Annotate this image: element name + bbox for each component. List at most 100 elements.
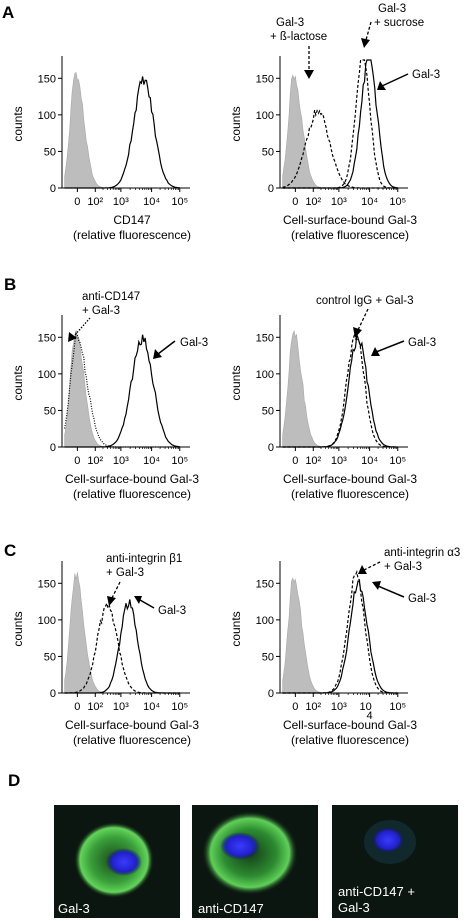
series-isotype-control-filled bbox=[282, 74, 398, 189]
annotations-a-right: Gal-3 + ß-lactose Gal-3 + sucrose Gal-3 bbox=[270, 3, 440, 90]
y-tick-label: 0 bbox=[50, 688, 56, 700]
y-tick-label: 50 bbox=[44, 651, 56, 663]
y-tick-label: 50 bbox=[44, 146, 56, 158]
arrow-gal3-c-left bbox=[139, 599, 155, 609]
histogram-a-right: 0 50 100 150 0 10² 10³ 10⁴ 10⁵ counts Cell-surface… bbox=[229, 56, 417, 242]
y-tick-label: 150 bbox=[38, 332, 56, 344]
y-tick-label: 0 bbox=[268, 688, 274, 700]
x-tick-label: 10⁵ bbox=[171, 455, 188, 467]
annotation-integrinb1-line1: anti-integrin β1 bbox=[106, 553, 182, 565]
x-tick-label: 10² bbox=[87, 455, 103, 467]
arrow-gal3-a bbox=[381, 73, 409, 87]
x-tick-label: 10⁴ bbox=[143, 196, 160, 208]
y-axis-label: counts bbox=[229, 611, 243, 646]
annotation-integrinb1-line2: + Gal-3 bbox=[106, 567, 144, 579]
y-tick-label: 100 bbox=[38, 110, 56, 122]
x-axis-label-line2: (relative fluorescence) bbox=[291, 733, 409, 747]
arrowhead-integrina3 bbox=[358, 565, 367, 574]
y-tick-label: 50 bbox=[262, 405, 274, 417]
arrowhead-gal3-b-right bbox=[371, 347, 380, 356]
x-tick-label-split: 10 bbox=[359, 701, 371, 713]
x-tick-label: 10⁴ bbox=[143, 455, 160, 467]
y-axis-label: counts bbox=[11, 106, 25, 141]
arrow-gal3-b-left bbox=[157, 340, 176, 355]
x-tick-label: 10² bbox=[87, 701, 103, 713]
y-tick-label: 100 bbox=[38, 615, 56, 627]
panel-letter-a: A bbox=[2, 3, 14, 22]
micrograph-anticd147-gal3-nucleus bbox=[372, 827, 404, 853]
x-tick-label: 0 bbox=[292, 701, 298, 713]
y-tick-label: 150 bbox=[256, 332, 274, 344]
y-axis-label: counts bbox=[11, 611, 25, 646]
arrow-anticd147 bbox=[73, 317, 91, 337]
x-tick-label: 0 bbox=[292, 455, 298, 467]
panel-letter-d: D bbox=[8, 771, 20, 790]
annotation-lactose-line2: + ß-lactose bbox=[270, 31, 327, 43]
annotation-integrina3-line1: anti-integrin α3 bbox=[384, 547, 460, 559]
y-tick-label: 100 bbox=[38, 369, 56, 381]
arrowhead-sucrose bbox=[361, 38, 370, 48]
micrograph-anticd147-gal3: anti-CD147 + Gal-3 bbox=[332, 805, 458, 918]
micrograph-gal3: Gal-3 bbox=[54, 805, 180, 918]
panel-letter-b: B bbox=[4, 275, 16, 294]
arrowhead-lactose bbox=[304, 70, 314, 79]
micrograph-gal3-nucleus bbox=[106, 848, 142, 876]
y-tick-label: 150 bbox=[38, 73, 56, 85]
series-dashed-line bbox=[282, 569, 398, 694]
annotation-lactose-line1: Gal-3 bbox=[276, 17, 304, 29]
x-axis-label-line2: (relative fluorescence) bbox=[73, 487, 191, 501]
x-tick-label: 10³ bbox=[331, 455, 347, 467]
y-tick-label: 0 bbox=[268, 183, 274, 195]
micrograph-anticd147-nucleus bbox=[220, 832, 260, 860]
y-tick-label: 150 bbox=[256, 73, 274, 85]
x-axis-label-line2: (relative fluorescence) bbox=[73, 733, 191, 747]
annotation-gal3-b-right: Gal-3 bbox=[408, 337, 436, 349]
arrow-controligg bbox=[357, 308, 369, 331]
arrow-gal3-c-right bbox=[377, 585, 405, 598]
x-tick-label: 10² bbox=[305, 701, 321, 713]
micrograph-anticd147-gal3-label-line1: anti-CD147 + bbox=[338, 884, 415, 899]
panel-letter-c: C bbox=[4, 541, 16, 560]
histogram-b-right: 0 50 100 150 0 10² 10³ 10⁴ 10⁵ counts Cell-surface… bbox=[229, 315, 417, 501]
x-tick-label: 10⁵ bbox=[389, 196, 406, 208]
annotation-gal3-b-left: Gal-3 bbox=[180, 337, 208, 349]
series-dashed-line bbox=[282, 59, 398, 189]
x-tick-label: 10⁵ bbox=[171, 701, 188, 713]
x-tick-label: 0 bbox=[292, 196, 298, 208]
annotation-gal3-c-right: Gal-3 bbox=[408, 593, 436, 605]
x-tick-label: 10⁴ bbox=[361, 196, 378, 208]
x-tick-label: 10⁴ bbox=[143, 701, 160, 713]
x-axis-label-line1: Cell-surface-bound Gal-3 bbox=[283, 718, 417, 732]
y-tick-label: 150 bbox=[38, 578, 56, 590]
y-tick-label: 0 bbox=[50, 183, 56, 195]
arrow-integrinb1 bbox=[111, 581, 121, 599]
x-tick-label: 10⁴ bbox=[361, 455, 378, 467]
arrow-integrina3 bbox=[363, 561, 381, 571]
x-axis-label-line2: (relative fluorescence) bbox=[73, 228, 191, 242]
annotations-c: anti-integrin β1 + Gal-3 Gal-3 anti-inte… bbox=[106, 547, 460, 617]
series-isotype-control-filled bbox=[282, 577, 398, 694]
arrowhead-gal3-a bbox=[377, 81, 386, 90]
histogram-a-left: 0 50 100 150 0 10² 10³ 10⁴ 10⁵ counts CD147(relati… bbox=[11, 56, 191, 242]
annotation-sucrose-line1: Gal-3 bbox=[378, 3, 406, 15]
series-dashed-line bbox=[282, 334, 398, 448]
annotation-anticd147-line2: + Gal-3 bbox=[82, 305, 120, 317]
x-axis-label-line1: Cell-surface-bound Gal-3 bbox=[283, 213, 417, 227]
annotations-b: anti-CD147 + Gal-3 Gal-3 control IgG + G… bbox=[68, 291, 436, 359]
arrowhead-gal3-c-right bbox=[372, 581, 381, 590]
y-tick-label: 50 bbox=[262, 146, 274, 158]
arrowhead-anticd147 bbox=[68, 332, 77, 342]
x-tick-label: 10⁵ bbox=[389, 701, 406, 713]
y-axis-label: counts bbox=[229, 106, 243, 141]
annotation-anticd147-line1: anti-CD147 bbox=[82, 291, 140, 303]
x-tick-label: 10² bbox=[305, 196, 321, 208]
x-tick-label: 10³ bbox=[331, 701, 347, 713]
y-tick-label: 100 bbox=[256, 110, 274, 122]
arrow-gal3-b-right bbox=[375, 340, 405, 353]
y-tick-label: 50 bbox=[262, 651, 274, 663]
arrow-sucrose bbox=[365, 21, 372, 41]
x-tick-label: 10⁵ bbox=[389, 455, 406, 467]
x-tick-label: 0 bbox=[74, 701, 80, 713]
micrograph-anticd147: anti-CD147 bbox=[192, 805, 318, 918]
